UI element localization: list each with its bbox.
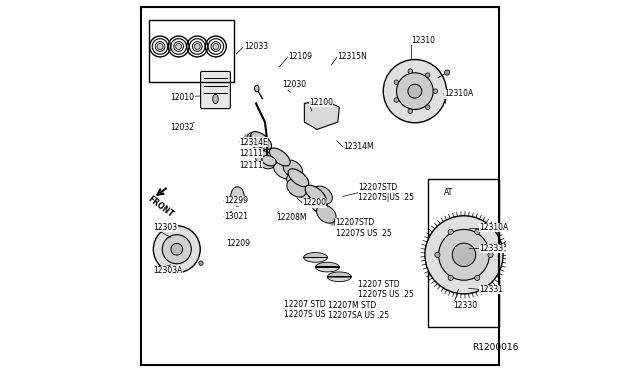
Text: 12331: 12331 <box>479 285 503 294</box>
Ellipse shape <box>288 169 309 187</box>
Circle shape <box>397 73 433 109</box>
Text: 12207 STD
12207S US .25: 12207 STD 12207S US .25 <box>284 300 339 319</box>
Text: 12333: 12333 <box>479 244 503 253</box>
Circle shape <box>163 235 191 264</box>
Text: 12208M: 12208M <box>276 213 307 222</box>
Ellipse shape <box>255 151 275 169</box>
Text: 12207 STD
12207S US .25: 12207 STD 12207S US .25 <box>358 280 413 299</box>
Polygon shape <box>328 272 351 277</box>
Polygon shape <box>303 253 328 257</box>
Text: 12030: 12030 <box>282 80 306 89</box>
Text: AT: AT <box>444 188 452 197</box>
Circle shape <box>448 229 453 234</box>
Ellipse shape <box>283 160 303 178</box>
Circle shape <box>504 241 509 246</box>
Text: 12200: 12200 <box>302 198 326 207</box>
Ellipse shape <box>287 179 307 197</box>
Circle shape <box>195 44 200 49</box>
Circle shape <box>475 229 480 234</box>
Text: R1200016: R1200016 <box>472 343 518 352</box>
Circle shape <box>175 44 182 49</box>
Polygon shape <box>303 257 328 262</box>
Text: 12209: 12209 <box>227 239 250 248</box>
Polygon shape <box>316 267 339 272</box>
Ellipse shape <box>310 197 328 214</box>
Circle shape <box>435 252 440 257</box>
Ellipse shape <box>287 174 305 190</box>
Circle shape <box>408 84 422 98</box>
Text: 12010: 12010 <box>170 93 195 102</box>
Circle shape <box>157 44 163 49</box>
Ellipse shape <box>269 148 290 166</box>
Circle shape <box>444 70 450 75</box>
FancyBboxPatch shape <box>200 71 230 109</box>
Circle shape <box>154 226 200 273</box>
Text: 12310A: 12310A <box>479 223 508 232</box>
Ellipse shape <box>317 205 336 223</box>
Text: 12207M STD
12207SA US .25: 12207M STD 12207SA US .25 <box>328 301 389 320</box>
Ellipse shape <box>248 132 266 149</box>
Ellipse shape <box>305 185 326 203</box>
Circle shape <box>452 243 476 266</box>
Circle shape <box>394 80 399 84</box>
Ellipse shape <box>313 186 332 204</box>
Ellipse shape <box>262 155 276 166</box>
Polygon shape <box>305 100 339 129</box>
Circle shape <box>408 69 413 73</box>
Text: 12207STD
12207S US .25: 12207STD 12207S US .25 <box>335 218 392 238</box>
Text: FRONT: FRONT <box>147 194 175 219</box>
Circle shape <box>383 60 447 123</box>
Text: 12310A: 12310A <box>444 89 473 98</box>
Circle shape <box>394 98 399 102</box>
Text: 12314M: 12314M <box>343 142 374 151</box>
Ellipse shape <box>231 187 244 206</box>
Text: 12111: 12111 <box>239 161 262 170</box>
Text: 12314E: 12314E <box>239 138 268 147</box>
Polygon shape <box>316 262 339 267</box>
Ellipse shape <box>212 94 218 104</box>
Text: 12033: 12033 <box>244 42 268 51</box>
Bar <box>428 179 499 327</box>
Ellipse shape <box>255 85 259 92</box>
Bar <box>149 20 234 82</box>
Circle shape <box>488 252 493 257</box>
Circle shape <box>438 230 490 280</box>
Polygon shape <box>328 277 351 282</box>
Text: 12032: 12032 <box>170 123 195 132</box>
Ellipse shape <box>274 162 292 179</box>
Text: 12111: 12111 <box>239 149 262 158</box>
Ellipse shape <box>298 185 316 202</box>
Circle shape <box>475 275 480 280</box>
Text: 12330: 12330 <box>453 301 477 310</box>
Circle shape <box>213 44 219 49</box>
Circle shape <box>198 261 203 266</box>
Text: 12303A: 12303A <box>154 266 182 275</box>
Text: 12109: 12109 <box>289 52 312 61</box>
Circle shape <box>425 216 503 294</box>
Ellipse shape <box>262 149 280 165</box>
Text: 13021: 13021 <box>224 212 248 221</box>
Circle shape <box>448 275 453 280</box>
Text: 12310: 12310 <box>411 36 435 45</box>
Circle shape <box>408 109 413 113</box>
Circle shape <box>171 243 182 255</box>
Ellipse shape <box>251 132 271 150</box>
Circle shape <box>433 89 438 93</box>
Text: 12303: 12303 <box>154 223 177 232</box>
Ellipse shape <box>250 132 269 151</box>
Text: 12315N: 12315N <box>337 52 367 61</box>
Text: 12100: 12100 <box>309 98 333 107</box>
Text: 12299: 12299 <box>224 196 248 205</box>
Circle shape <box>426 73 430 77</box>
Text: 12207STD
12207S|US .25: 12207STD 12207S|US .25 <box>358 183 414 202</box>
Circle shape <box>426 105 430 109</box>
